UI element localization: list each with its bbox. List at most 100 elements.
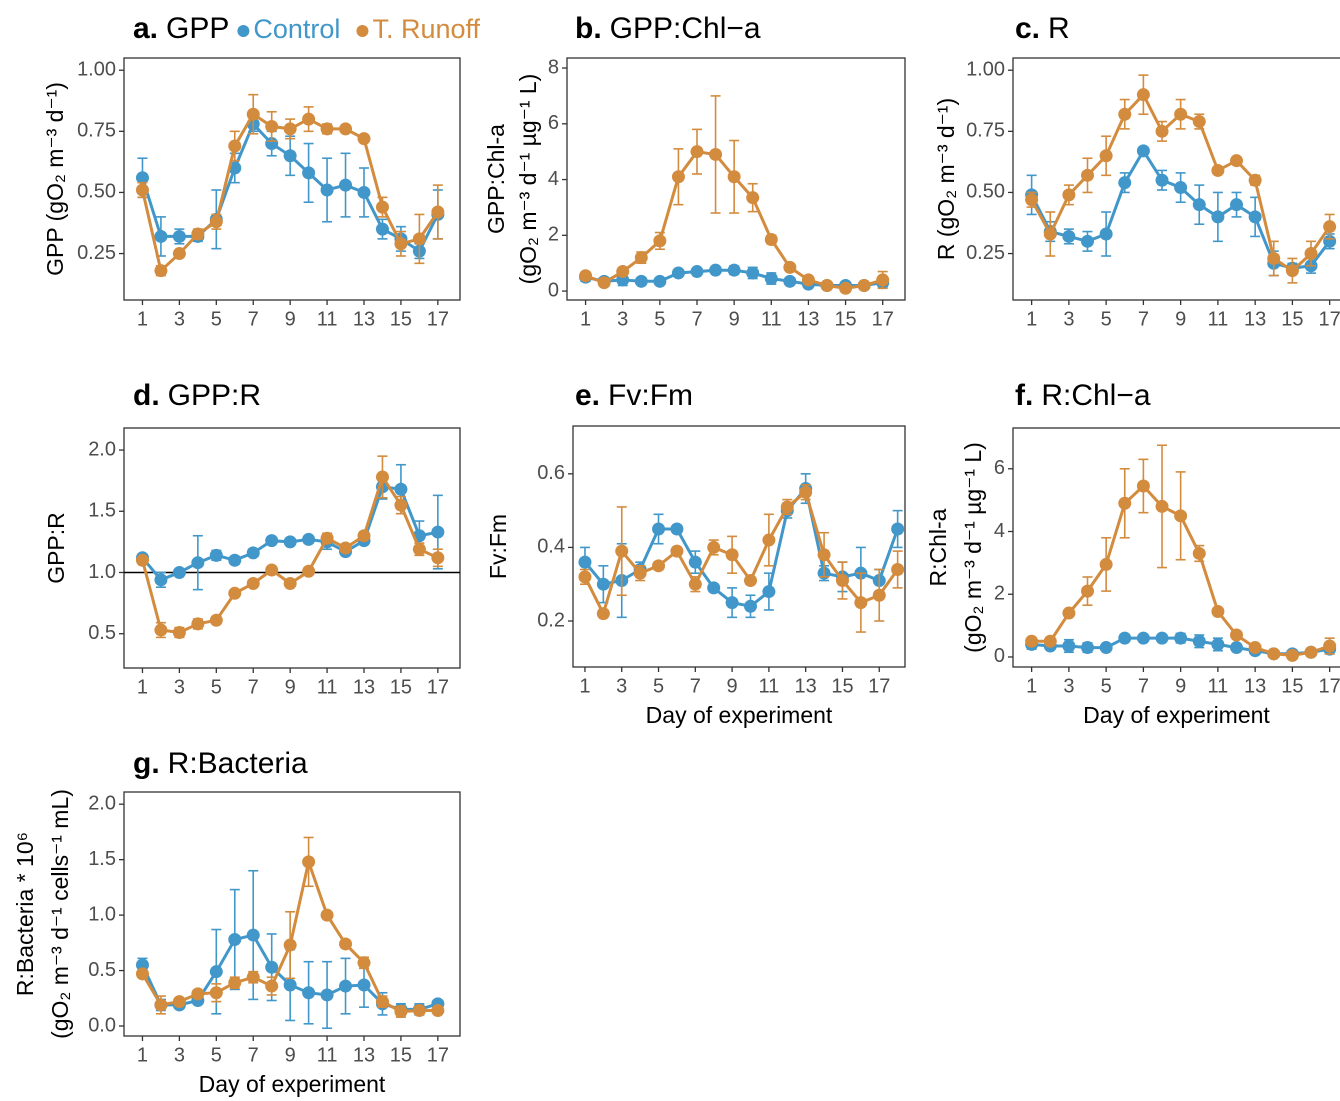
data-point [209,215,223,229]
data-point [1155,124,1169,138]
data-point [265,119,279,133]
data-point [1062,606,1076,620]
data-point [154,264,168,278]
data-point [1099,227,1113,241]
x-tick-label: 11 [761,308,782,330]
x-tick-label: 9 [1175,308,1186,330]
x-tick-label: 11 [759,675,780,697]
data-point [725,548,739,562]
data-point [1174,631,1188,645]
data-point [1230,198,1244,212]
data-point [1211,210,1225,224]
x-tick-label: 11 [317,308,338,330]
data-point [835,574,849,588]
x-tick-label: 15 [834,308,856,330]
series-line [583,489,899,618]
y-tick-label: 4 [548,168,559,190]
data-point [265,534,279,548]
data-point [1043,634,1057,648]
data-point [1081,641,1095,655]
x-tick-label: 9 [727,675,738,697]
panel-title: GPP [166,12,229,45]
data-point [1025,193,1039,207]
panel-label: g. [133,747,160,780]
data-point [394,1005,408,1019]
panel-label: b. [575,12,602,45]
data-point [1155,631,1169,645]
data-point [191,987,205,1001]
data-point [652,559,666,573]
data-point [375,200,389,214]
data-point [1230,641,1244,655]
data-point [191,617,205,631]
data-point [375,995,389,1009]
x-tick-label: 15 [1281,308,1303,330]
panel-title: R:Chl−a [1041,379,1151,412]
data-point [817,548,831,562]
x-tick-label: 11 [317,676,338,698]
plot-frame [1012,57,1340,301]
data-point [154,573,168,587]
data-point [1248,210,1262,224]
y-tick-label: 0.2 [537,609,565,631]
data-point [1174,181,1188,195]
data-point [320,122,334,136]
data-point [135,967,149,981]
data-point [1285,648,1299,662]
data-point [1081,234,1095,248]
data-point [412,1003,426,1017]
data-point [727,170,741,184]
data-point [320,988,334,1002]
y-tick-label: 1.0 [88,561,116,583]
data-point [1081,168,1095,182]
data-point [228,139,242,153]
data-point [709,147,723,161]
y-axis-label: (gO₂ m⁻³ d⁻¹ µg⁻¹ L) [515,74,541,285]
y-tick-label: 0.4 [537,536,565,558]
data-point [671,170,685,184]
data-point [725,596,739,610]
data-point [1248,641,1262,655]
panel-title: Fv:Fm [608,379,693,412]
data-point [135,183,149,197]
y-axis-label: GPP (gO₂ m⁻³ d⁻¹) [42,82,68,276]
data-point [1136,144,1150,158]
panel-label: d. [133,379,160,412]
data-point [1323,639,1337,653]
data-point [431,205,445,219]
data-point [743,599,757,613]
x-tick-label: 11 [1208,675,1229,697]
data-point [1062,188,1076,202]
data-point [191,556,205,570]
panel-label: a. [133,12,158,45]
panel-label: e. [575,379,600,412]
data-point [357,529,371,543]
data-point [1118,107,1132,121]
x-tick-label: 1 [137,308,148,330]
data-point [1192,546,1206,560]
data-point [228,933,242,947]
x-tick-label: 7 [248,676,259,698]
data-point [1230,628,1244,642]
x-tick-label: 9 [285,1044,296,1066]
data-point [872,588,886,602]
data-point [283,122,297,136]
x-tick-label: 7 [248,1044,259,1066]
data-point [762,585,776,599]
data-point [1043,227,1057,241]
data-point [707,540,721,554]
data-point [670,544,684,558]
x-tick-label: 17 [427,1044,449,1066]
data-point [1304,247,1318,261]
data-point [801,273,815,287]
x-tick-label: 11 [317,1044,338,1066]
y-tick-label: 8 [548,56,559,78]
data-point [357,132,371,146]
y-axis-label: R (gO₂ m⁻³ d⁻¹) [933,98,959,260]
data-point [579,269,593,283]
x-tick-label: 5 [1101,675,1112,697]
x-tick-label: 1 [579,675,590,697]
y-axis-label: (gO₂ m⁻³ d⁻¹ µg⁻¹ L) [960,442,986,653]
data-point [283,149,297,163]
data-point [1025,634,1039,648]
